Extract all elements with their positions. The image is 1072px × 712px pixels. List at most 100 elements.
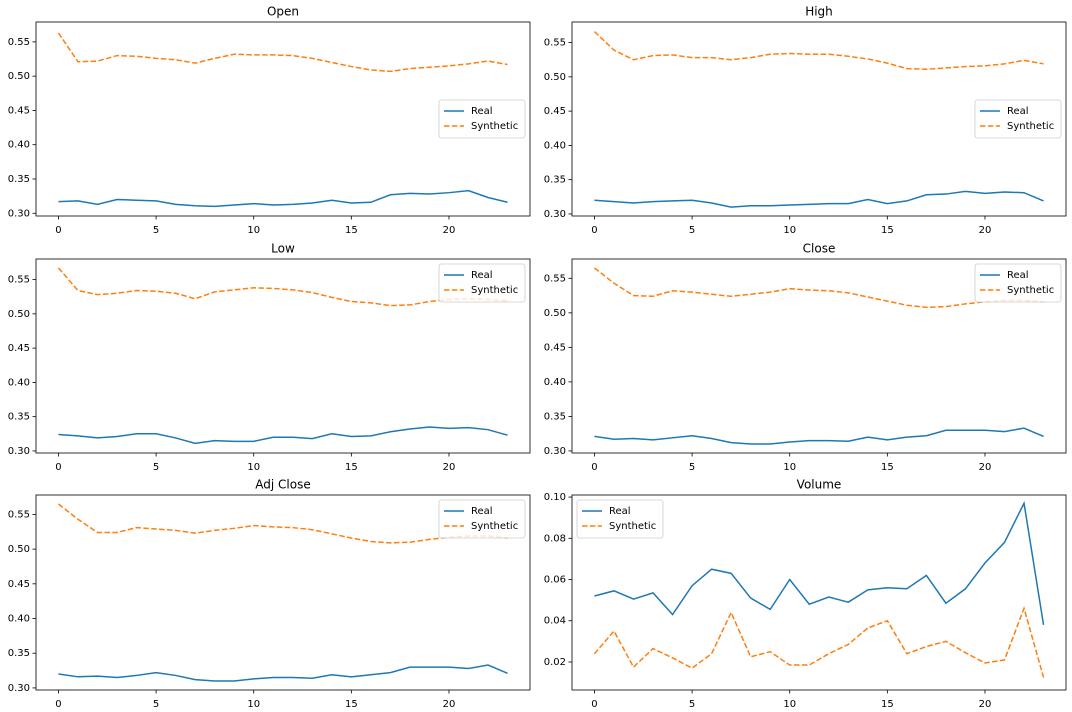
y-tick-label: 0.45 — [544, 106, 566, 117]
data-line — [58, 664, 508, 682]
y-tick-label: 0.50 — [8, 544, 30, 555]
legend-label: Real — [1007, 270, 1029, 281]
legend-label: Synthetic — [1007, 285, 1054, 296]
x-tick-label: 15 — [345, 699, 358, 710]
y-tick-label: 0.30 — [8, 446, 30, 457]
y-tick-label: 0.35 — [544, 175, 566, 186]
y-tick-label: 0.50 — [544, 308, 566, 319]
x-tick-label: 10 — [783, 462, 796, 473]
y-tick-label: 0.08 — [544, 533, 566, 544]
y-tick-label: 0.35 — [544, 411, 566, 422]
x-tick-label: 10 — [783, 225, 796, 236]
y-tick-label: 0.30 — [8, 208, 30, 219]
y-tick-label: 0.30 — [544, 446, 566, 457]
subplot: Adj Close 0.30 0.35 0.40 0.45 0.50 0.55 0 5 10 15 2… — [8, 478, 531, 710]
x-tick-label: 20 — [443, 225, 456, 236]
data-line — [594, 427, 1044, 445]
y-tick-label: 0.50 — [8, 71, 30, 82]
x-tick-label: 20 — [979, 462, 992, 473]
y-tick-label: 0.45 — [8, 105, 30, 116]
y-tick-label: 0.50 — [8, 309, 30, 320]
legend-label: Real — [471, 270, 493, 281]
legend-label: Real — [471, 506, 493, 517]
legend-box — [438, 263, 526, 303]
axes-frame — [35, 494, 531, 691]
y-tick-label: 0.55 — [8, 37, 30, 48]
y-tick-label: 0.55 — [8, 509, 30, 520]
subplot-title: Adj Close — [255, 478, 310, 492]
legend-box — [438, 99, 526, 139]
y-tick-label: 0.45 — [8, 579, 30, 590]
subplot: Close 0.30 0.35 0.40 0.45 0.50 0.55 0 5 10 15 20 Rea… — [544, 242, 1067, 473]
legend: Real Synthetic — [438, 99, 526, 139]
x-tick-label: 10 — [247, 462, 260, 473]
data-line — [593, 605, 1045, 678]
y-tick-label: 0.35 — [8, 174, 30, 185]
x-tick-label: 20 — [443, 699, 456, 710]
legend: Real Synthetic — [576, 499, 664, 539]
x-tick-label: 10 — [783, 699, 796, 710]
legend-label: Synthetic — [471, 521, 518, 532]
y-tick-label: 0.30 — [8, 683, 30, 694]
y-tick-label: 0.02 — [544, 657, 566, 668]
x-tick-label: 0 — [591, 225, 597, 236]
legend-box — [576, 499, 664, 539]
subplot-title: High — [805, 5, 833, 19]
x-tick-label: 20 — [979, 225, 992, 236]
legend-label: Synthetic — [609, 521, 656, 532]
data-line — [57, 32, 508, 73]
legend-label: Synthetic — [1007, 121, 1054, 132]
legend-label: Synthetic — [471, 285, 518, 296]
axes-frame — [571, 494, 1067, 691]
subplot: Open 0.30 0.35 0.40 0.45 0.50 0.55 0 5 10 15 20 Real… — [8, 5, 531, 236]
x-tick-label: 15 — [881, 462, 894, 473]
axes-frame — [35, 258, 531, 454]
subplot-title: Close — [803, 242, 836, 256]
subplot-title: Volume — [797, 478, 842, 492]
data-line — [593, 31, 1044, 71]
legend: Real Synthetic — [974, 263, 1062, 303]
x-tick-label: 10 — [247, 225, 260, 236]
y-tick-label: 0.50 — [544, 72, 566, 83]
y-tick-label: 0.40 — [8, 377, 30, 388]
data-line — [57, 267, 508, 307]
y-tick-label: 0.35 — [8, 648, 30, 659]
data-line — [594, 500, 1045, 625]
x-tick-label: 5 — [689, 462, 695, 473]
y-tick-label: 0.30 — [544, 209, 566, 220]
x-tick-label: 0 — [591, 462, 597, 473]
x-tick-label: 5 — [153, 462, 159, 473]
legend-label: Synthetic — [471, 121, 518, 132]
data-line — [58, 426, 508, 445]
legend-box — [974, 263, 1062, 303]
y-tick-label: 0.55 — [8, 275, 30, 286]
subplot: High 0.30 0.35 0.40 0.45 0.50 0.55 0 5 10 15 20 Real… — [544, 5, 1067, 236]
data-line — [593, 267, 1044, 309]
axes-frame — [35, 21, 531, 217]
axes-frame — [571, 21, 1067, 217]
x-tick-label: 15 — [345, 462, 358, 473]
legend-label: Real — [471, 106, 493, 117]
x-tick-label: 15 — [345, 225, 358, 236]
legend-label: Real — [1007, 106, 1029, 117]
x-tick-label: 15 — [881, 225, 894, 236]
x-tick-label: 5 — [153, 699, 159, 710]
y-tick-label: 0.04 — [544, 616, 566, 627]
y-tick-label: 0.55 — [544, 38, 566, 49]
y-tick-label: 0.45 — [8, 343, 30, 354]
legend-box — [974, 99, 1062, 139]
y-tick-label: 0.40 — [8, 140, 30, 151]
y-tick-label: 0.10 — [544, 492, 566, 503]
subplot-title: Low — [271, 242, 295, 256]
y-tick-label: 0.55 — [544, 273, 566, 284]
legend: Real Synthetic — [438, 263, 526, 303]
legend-box — [438, 499, 526, 539]
x-tick-label: 20 — [443, 462, 456, 473]
axes-frame — [571, 258, 1067, 454]
legend: Real Synthetic — [438, 499, 526, 539]
legend-label: Real — [609, 506, 631, 517]
x-tick-label: 15 — [881, 699, 894, 710]
x-tick-label: 10 — [247, 699, 260, 710]
y-tick-label: 0.40 — [8, 614, 30, 625]
x-tick-label: 0 — [55, 225, 61, 236]
